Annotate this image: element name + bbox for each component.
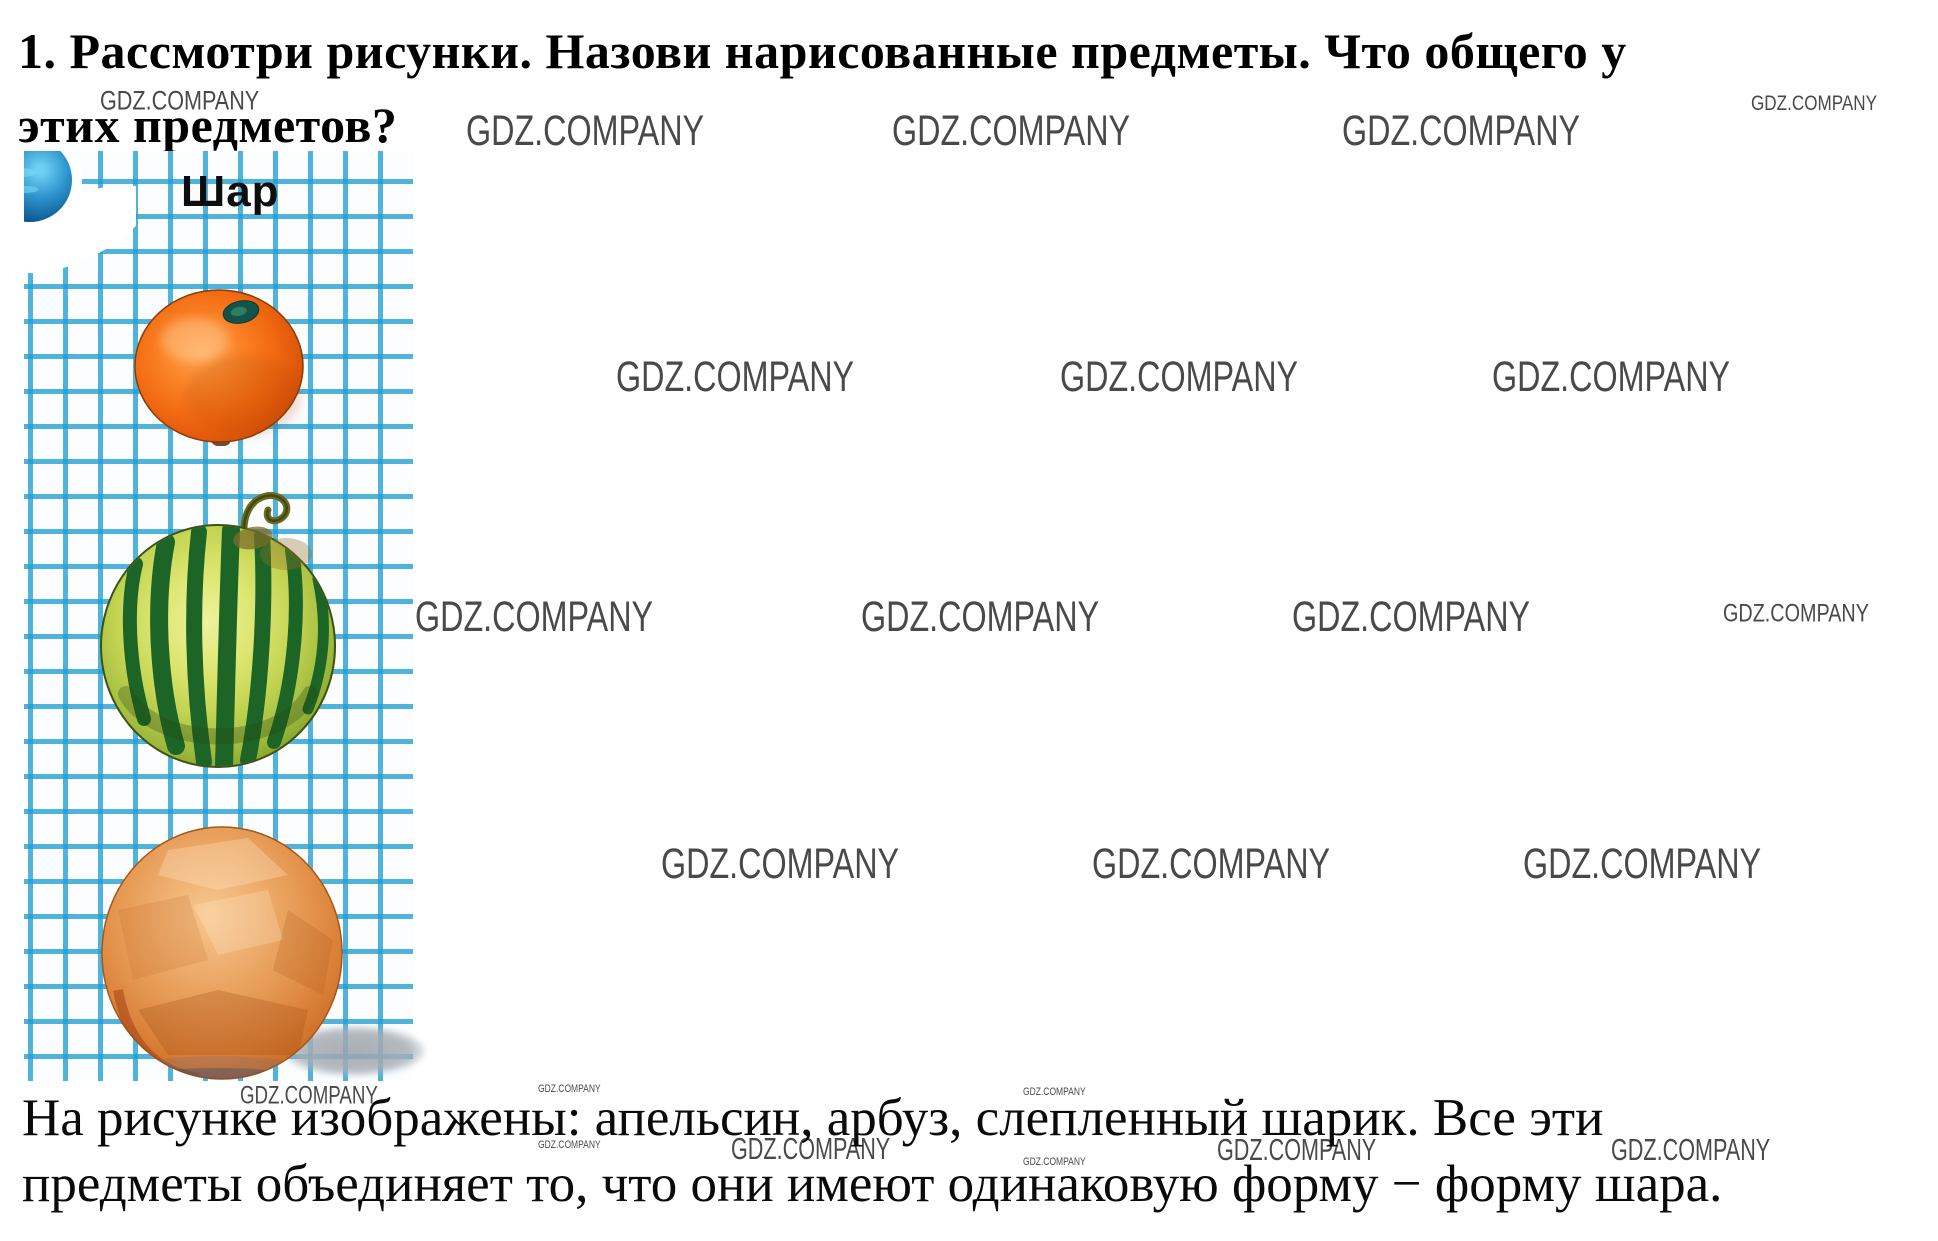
- figure-panel: Шар: [24, 151, 425, 1081]
- watermark-text: GDZ.COMPANY: [466, 108, 705, 156]
- watermark-text: GDZ.COMPANY: [1023, 1156, 1086, 1169]
- watermark-text: GDZ.COMPANY: [661, 841, 900, 889]
- watermark-text: GDZ.COMPANY: [731, 1132, 891, 1166]
- corner-decoration: [24, 151, 136, 296]
- answer-line-1: На рисунке изображены: апельсин, арбуз, …: [22, 1089, 1604, 1147]
- answer-line-2: предметы объединяет то, что они имеют од…: [22, 1155, 1723, 1213]
- watermark-text: GDZ.COMPANY: [616, 354, 855, 402]
- watermark-text: GDZ.COMPANY: [415, 594, 654, 642]
- watermark-text: GDZ.COMPANY: [1060, 354, 1299, 402]
- watermark-text: GDZ.COMPANY: [861, 594, 1100, 642]
- title-line-2: этих предметов?: [18, 97, 398, 153]
- answer-text: На рисунке изображены: апельсин, арбуз, …: [22, 1085, 1932, 1217]
- watermark-text: GDZ.COMPANY: [1611, 1133, 1771, 1167]
- watermark-text: GDZ.COMPANY: [1092, 841, 1331, 889]
- exercise-title: 1. Рассмотри рисунки. Назови нарисованны…: [18, 14, 1918, 162]
- watermark-text: GDZ.COMPANY: [1023, 1086, 1086, 1099]
- watermark-text: GDZ.COMPANY: [100, 86, 260, 117]
- title-line-1: 1. Рассмотри рисунки. Назови нарисованны…: [18, 23, 1627, 79]
- watermark-text: GDZ.COMPANY: [1723, 599, 1869, 627]
- watermark-text: GDZ.COMPANY: [538, 1139, 601, 1152]
- watermark-text: GDZ.COMPANY: [1292, 594, 1531, 642]
- watermark-text: GDZ.COMPANY: [1751, 92, 1878, 116]
- watermark-text: GDZ.COMPANY: [1523, 841, 1762, 889]
- watermark-text: GDZ.COMPANY: [538, 1083, 601, 1096]
- watermark-text: GDZ.COMPANY: [1217, 1133, 1377, 1167]
- clay-ball-image: [101, 826, 343, 1080]
- orange-image: [134, 289, 304, 446]
- watermelon-image: [100, 492, 336, 768]
- watermark-text: GDZ.COMPANY: [1492, 354, 1731, 402]
- watermark-text: GDZ.COMPANY: [1342, 108, 1581, 156]
- watermark-text: GDZ.COMPANY: [892, 108, 1131, 156]
- watermark-text: GDZ.COMPANY: [240, 1081, 378, 1109]
- figure-label: Шар: [181, 167, 280, 216]
